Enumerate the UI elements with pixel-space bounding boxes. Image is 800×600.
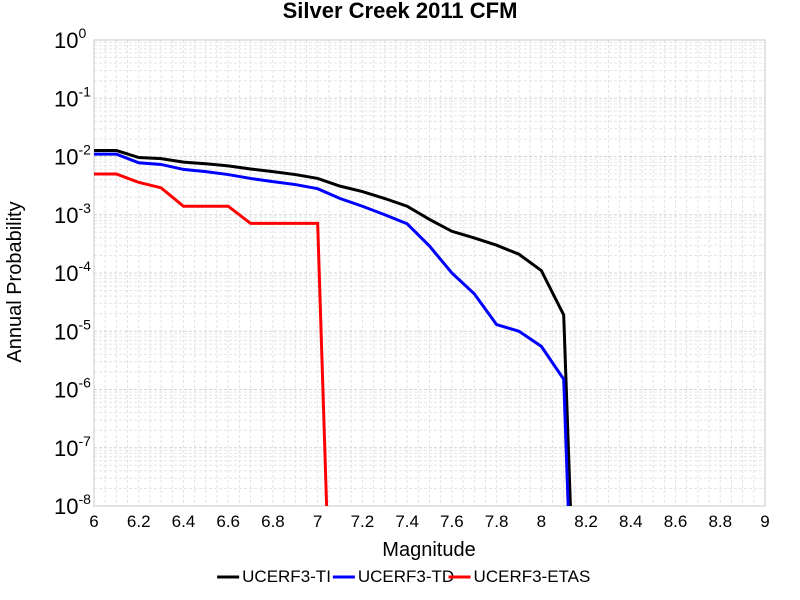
x-tick-label: 6.4 (172, 512, 196, 531)
x-axis-label: Magnitude (382, 539, 475, 561)
x-tick-label: 7.4 (395, 512, 419, 531)
x-tick-label: 7 (313, 512, 322, 531)
y-tick-label: 10-7 (54, 433, 91, 461)
x-tick-label: 8.2 (574, 512, 598, 531)
series-line-ucerf3-ti (94, 148, 572, 507)
legend: UCERF3-TI UCERF3-TD UCERF3-ETAS (217, 567, 590, 586)
y-tick-label: 100 (54, 25, 86, 53)
x-tick-label: 7.8 (485, 512, 509, 531)
y-tick-label: 10-6 (54, 375, 91, 403)
legend-label-ucerf3-etas: UCERF3-ETAS (474, 567, 591, 586)
x-tick-label: 8 (537, 512, 546, 531)
y-axis-ticks: 100 10-1 10-2 10-3 10-4 10-5 10-6 10-7 10-8 (54, 25, 91, 519)
plot-area (93, 39, 766, 507)
chart-title: Silver Creek 2011 CFM (283, 0, 518, 23)
x-tick-label: 7.2 (351, 512, 375, 531)
x-tick-label: 6.8 (261, 512, 285, 531)
series-layer (94, 148, 572, 507)
y-axis-label: Annual Probability (4, 201, 26, 362)
x-tick-label: 6.2 (127, 512, 151, 531)
x-tick-label: 7.6 (440, 512, 464, 531)
x-tick-label: 8.6 (664, 512, 688, 531)
y-tick-label: 10-2 (54, 142, 91, 170)
x-tick-label: 9 (760, 512, 769, 531)
x-tick-label: 8.8 (708, 512, 732, 531)
x-tick-label: 8.4 (619, 512, 643, 531)
legend-label-ucerf3-td: UCERF3-TD (358, 567, 454, 586)
y-tick-label: 10-4 (54, 258, 91, 286)
x-tick-label: 6 (89, 512, 98, 531)
grid (93, 40, 766, 507)
series-line-ucerf3-etas (94, 172, 329, 507)
y-tick-label: 10-8 (54, 491, 91, 519)
y-tick-label: 10-5 (54, 316, 91, 344)
legend-label-ucerf3-ti: UCERF3-TI (242, 567, 331, 586)
x-tick-label: 6.6 (216, 512, 240, 531)
y-tick-label: 10-1 (54, 83, 91, 111)
x-axis-ticks: 6 6.2 6.4 6.6 6.8 7 7.2 7.4 7.6 7.8 8 8.2 8.4 8.6 8.8 9 (89, 512, 769, 531)
series-line-ucerf3-td (94, 152, 570, 507)
y-tick-label: 10-3 (54, 200, 91, 228)
